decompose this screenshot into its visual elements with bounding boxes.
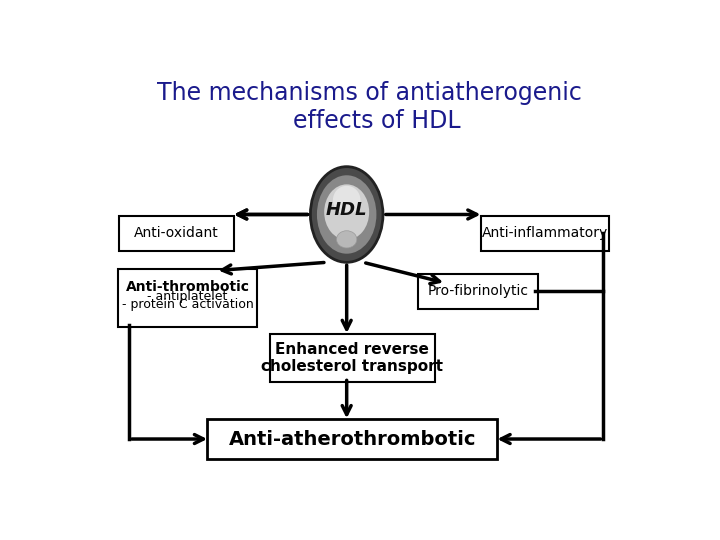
Text: Anti-inflammatory: Anti-inflammatory [482, 226, 608, 240]
Ellipse shape [317, 176, 377, 254]
Text: HDL: HDL [326, 201, 367, 219]
Text: Pro-fibrinolytic: Pro-fibrinolytic [427, 285, 528, 299]
FancyBboxPatch shape [270, 334, 435, 382]
Ellipse shape [324, 184, 369, 240]
Text: Anti-atherothrombotic: Anti-atherothrombotic [228, 429, 476, 449]
Text: - protein C activation: - protein C activation [122, 298, 253, 311]
Text: Anti-oxidant: Anti-oxidant [134, 226, 219, 240]
Ellipse shape [333, 186, 361, 214]
FancyBboxPatch shape [118, 268, 258, 327]
Text: - antiplatelet: - antiplatelet [148, 290, 228, 303]
Text: Anti-thrombotic: Anti-thrombotic [126, 280, 250, 294]
FancyBboxPatch shape [418, 274, 538, 309]
Text: The mechanisms of antiatherogenic
  effects of HDL: The mechanisms of antiatherogenic effect… [156, 82, 582, 133]
FancyBboxPatch shape [481, 215, 609, 251]
FancyBboxPatch shape [207, 419, 498, 459]
FancyBboxPatch shape [120, 215, 234, 251]
Ellipse shape [310, 167, 383, 262]
Ellipse shape [336, 231, 357, 248]
Text: Enhanced reverse
cholesterol transport: Enhanced reverse cholesterol transport [261, 342, 444, 374]
